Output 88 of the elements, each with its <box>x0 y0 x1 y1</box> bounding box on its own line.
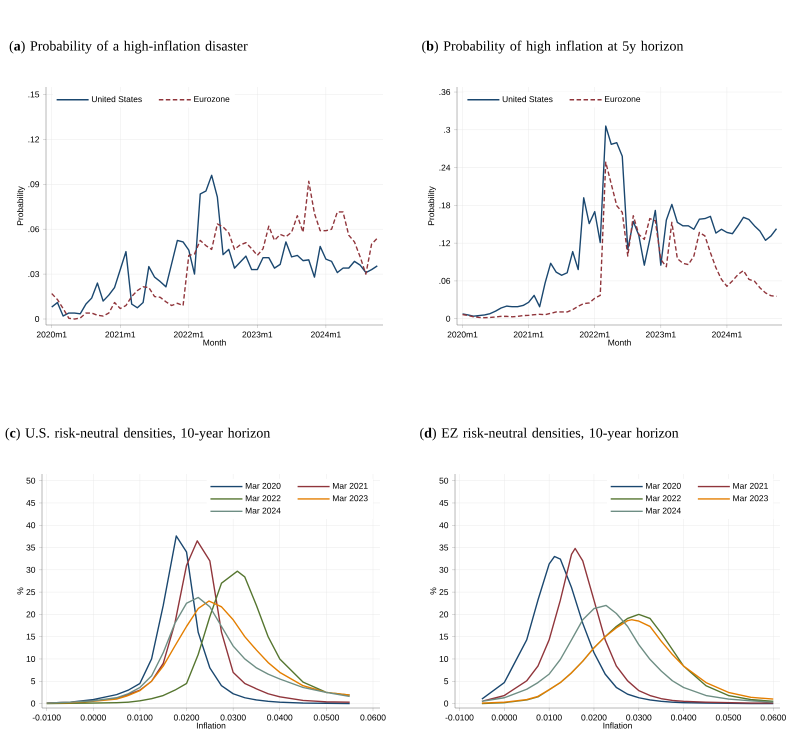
y-tick-label: .3 <box>444 126 450 133</box>
x-tick-label: 2021m1 <box>514 332 544 338</box>
chart-title: (b) Probability of high inflation at 5y horizon <box>422 40 684 54</box>
y-tick-label: .06 <box>439 278 450 284</box>
x-axis-title: Inflation <box>603 722 632 729</box>
y-tick-label: 30 <box>439 566 448 573</box>
y-tick-label: 40 <box>439 522 448 528</box>
legend-label: Mar 2022 <box>646 495 681 502</box>
y-tick-label: .12 <box>28 136 40 142</box>
chart-title: (c) U.S. risk-neutral densities, 10-year horizon <box>6 428 270 441</box>
x-tick-label: 2022m1 <box>580 332 610 338</box>
line-series <box>462 125 778 317</box>
x-tick-label: 2023m1 <box>646 332 676 338</box>
x-tick-label: 2024m1 <box>712 332 742 338</box>
x-tick-label: 0.0500 <box>716 714 742 721</box>
x-tick-label: 2021m1 <box>105 332 136 338</box>
y-tick-label: 50 <box>439 478 448 484</box>
y-tick-label: .03 <box>28 271 40 278</box>
x-tick-label: -0.0100 <box>32 714 61 721</box>
x-tick-label: 0.0200 <box>174 714 200 721</box>
y-tick-label: 20 <box>26 611 36 618</box>
x-tick-label: 0.0500 <box>314 714 339 721</box>
y-tick-label: 5 <box>31 678 36 684</box>
y-tick-label: 0 <box>446 316 450 322</box>
y-tick-label: 0 <box>35 316 40 322</box>
x-tick-label: 0.0200 <box>581 714 607 721</box>
x-axis-title: Inflation <box>196 722 226 729</box>
x-tick-label: 0.0000 <box>80 714 106 721</box>
y-tick-label: 25 <box>439 589 448 596</box>
legend-label: Mar 2021 <box>733 482 768 489</box>
y-tick-label: .36 <box>439 89 450 96</box>
y-tick-label: .24 <box>439 164 450 171</box>
x-tick-label: 0.0600 <box>360 714 386 721</box>
y-tick-label: 15 <box>440 634 448 640</box>
x-tick-label: 2022m1 <box>174 332 204 338</box>
y-tick-label: 20 <box>439 611 448 618</box>
legend-label: Mar 2023 <box>332 495 368 502</box>
x-tick-label: -0.0100 <box>446 714 474 721</box>
y-tick-label: 45 <box>26 500 36 506</box>
legend-label: Eurozone <box>604 96 640 102</box>
x-tick-label: 0.0000 <box>492 714 517 721</box>
x-axis-title: Month <box>203 339 226 346</box>
y-axis-title: Probability <box>428 186 436 226</box>
x-tick-label: 2023m1 <box>242 332 272 338</box>
chart-title: (a) Probability of a high-inflation disaster <box>10 40 248 54</box>
y-tick-label: .15 <box>28 92 40 98</box>
x-tick-label: 0.0400 <box>671 714 696 721</box>
x-tick-label: 0.0100 <box>536 714 562 721</box>
y-tick-label: .06 <box>28 226 40 232</box>
legend-label: Mar 2023 <box>733 495 768 502</box>
y-tick-label: 45 <box>439 500 448 506</box>
y-tick-label: 40 <box>26 522 36 528</box>
x-tick-label: 2024m1 <box>311 332 341 338</box>
y-tick-label: .09 <box>28 181 40 188</box>
x-axis-title: Month <box>608 339 631 346</box>
y-tick-label: 0 <box>31 700 36 707</box>
y-tick-label: 15 <box>26 634 36 640</box>
y-tick-label: 0 <box>444 700 448 707</box>
legend-label: Eurozone <box>194 96 230 102</box>
legend-label: Mar 2024 <box>246 508 281 514</box>
y-tick-label: 10 <box>26 656 36 662</box>
y-tick-label: 30 <box>26 566 36 573</box>
y-axis-title: % <box>430 588 436 594</box>
x-tick-label: 0.0300 <box>626 714 652 721</box>
y-tick-label: 35 <box>26 544 36 551</box>
legend-label: United States <box>92 96 142 102</box>
y-tick-label: 10 <box>440 656 448 662</box>
legend-label: United States <box>502 96 553 102</box>
x-tick-label: 0.0300 <box>220 714 246 721</box>
y-tick-label: 5 <box>444 678 448 684</box>
legend-label: Mar 2021 <box>332 482 368 489</box>
legend-label: Mar 2022 <box>246 495 280 502</box>
y-axis-title: % <box>17 588 24 594</box>
y-tick-label: .18 <box>439 202 450 208</box>
legend-label: Mar 2020 <box>246 482 281 489</box>
legend-label: Mar 2024 <box>646 508 681 514</box>
x-tick-label: 2020m1 <box>36 332 67 338</box>
chart-title: (d) EZ risk-neutral densities, 10-year horizon <box>420 428 678 441</box>
y-tick-label: 50 <box>26 478 36 484</box>
x-tick-label: 0.0400 <box>267 714 292 721</box>
x-tick-label: 2020m1 <box>448 332 478 338</box>
legend-label: Mar 2020 <box>646 482 681 489</box>
y-tick-label: 25 <box>26 589 36 596</box>
x-tick-label: 0.0600 <box>760 714 786 721</box>
y-axis-title: Probability <box>16 186 25 226</box>
y-tick-label: 35 <box>439 544 448 551</box>
y-tick-label: .12 <box>439 240 450 246</box>
x-tick-label: 0.0100 <box>127 714 153 721</box>
